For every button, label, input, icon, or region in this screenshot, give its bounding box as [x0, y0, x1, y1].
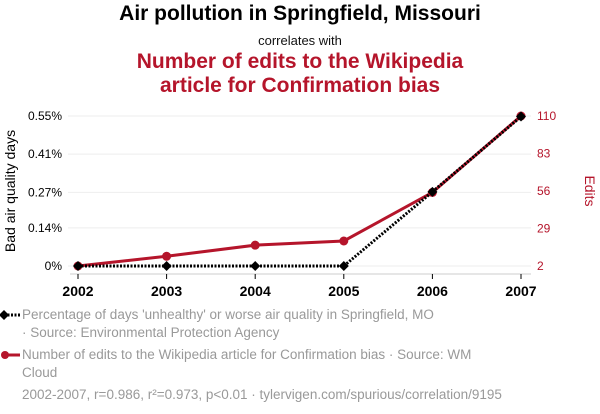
title2-line1: Number of edits to the Wikipedia	[136, 50, 464, 73]
right-tick-label: 83	[537, 147, 551, 161]
series-air-quality-point	[338, 261, 349, 271]
series-air-quality-point	[250, 261, 261, 271]
legend-item-2-line1: Number of edits to the Wikipedia article…	[22, 347, 472, 362]
legend-item-2-line2: Cloud	[22, 365, 58, 380]
right-tick-label: 29	[537, 222, 551, 236]
left-axis-label: Bad air quality days	[2, 130, 18, 252]
right-tick-label: 110	[537, 109, 556, 123]
left-axis-ticks: 0% 0.14% 0.27% 0.41% 0.55%	[28, 109, 62, 273]
x-tick-label: 2003	[151, 283, 182, 299]
series-air-quality-point	[73, 261, 83, 271]
chart-title: Air pollution in Springfield, Missouri	[119, 2, 481, 25]
series-edits-point	[250, 240, 260, 250]
series-air-quality-line	[78, 115, 522, 268]
right-tick-label: 2	[537, 259, 544, 273]
left-tick-label: 0.41%	[28, 147, 62, 161]
x-tick-label: 2002	[62, 283, 93, 299]
legend-item-2: Number of edits to the Wikipedia article…	[1, 346, 472, 382]
series-air-quality-point	[427, 186, 438, 197]
x-tick-label: 2007	[505, 283, 536, 299]
series-group	[73, 111, 526, 271]
series-air-quality-point	[516, 111, 526, 122]
left-tick-label: 0%	[45, 259, 63, 273]
series-edits-line	[77, 114, 522, 268]
left-tick-label: 0.55%	[28, 109, 62, 123]
legend-item-1: Percentage of days 'unhealthy' or worse …	[0, 306, 434, 342]
left-tick-label: 0.14%	[28, 221, 62, 235]
legend-item-1-line2: · Source: Environmental Protection Agenc…	[22, 325, 280, 340]
x-tick-label: 2006	[417, 283, 448, 299]
left-tick-label: 0.27%	[28, 185, 62, 199]
x-tick-label: 2004	[240, 283, 271, 299]
legend-marker-circle-icon	[1, 351, 20, 359]
x-tick-label: 2005	[328, 283, 359, 299]
right-axis-ticks: 2 29 56 83 110	[537, 109, 556, 273]
series-air-quality-point	[161, 261, 172, 271]
series-edits-point	[339, 236, 349, 246]
x-axis-ticks: 2002 2003 2004 2005 2006 2007	[62, 273, 537, 299]
chart-title-secondary: Number of edits to the Wikipedia article…	[0, 50, 600, 98]
right-tick-label: 56	[537, 184, 551, 198]
chart-subtitle: correlates with	[258, 33, 342, 48]
footer-stats: 2002-2007, r=0.986, r²=0.973, p<0.01 · t…	[22, 387, 502, 402]
series-edits-point	[162, 251, 172, 261]
title2-line2: article for Confirmation bias	[159, 74, 441, 97]
right-axis-label: Edits	[582, 175, 598, 206]
legend-marker-diamond-icon	[0, 310, 20, 320]
legend-item-1-line1: Percentage of days 'unhealthy' or worse …	[22, 307, 434, 322]
grid-lines	[68, 115, 531, 267]
